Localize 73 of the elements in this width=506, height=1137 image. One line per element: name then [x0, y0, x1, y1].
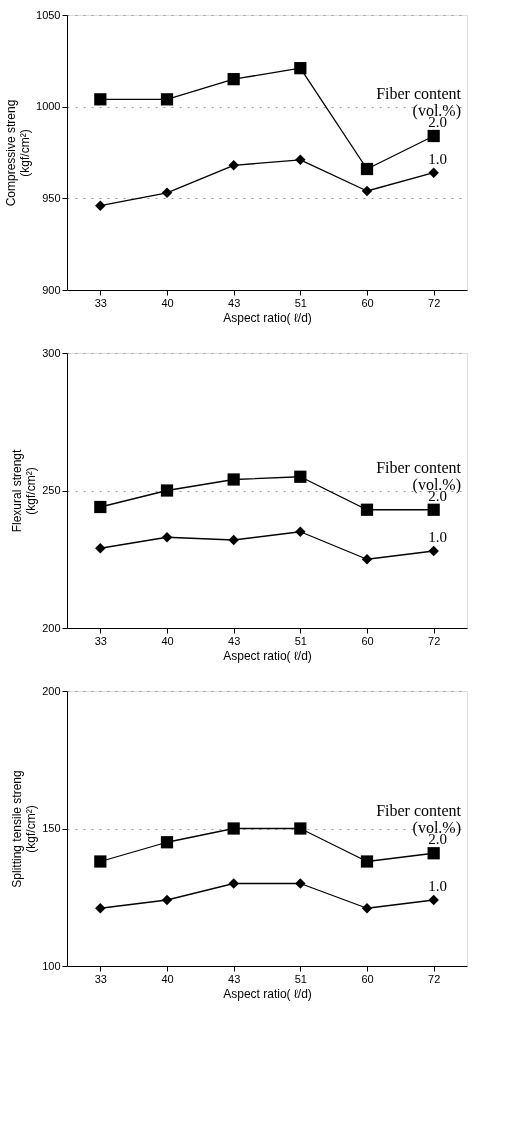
- point: [360, 162, 374, 176]
- point: [361, 185, 373, 197]
- point: [294, 62, 307, 75]
- y-axis-title: Flexural strengt (kgf/cm²): [10, 448, 39, 533]
- x-tick-label: 60: [361, 634, 374, 647]
- x-tick-label: 33: [94, 972, 107, 985]
- y-axis-title: Compressive streng (kgf/cm²): [4, 99, 33, 207]
- point: [361, 903, 373, 914]
- point: [161, 187, 173, 199]
- y-tick-label: 250: [42, 484, 61, 496]
- point: [94, 93, 107, 106]
- y-tick-label: 950: [42, 191, 61, 204]
- point: [428, 167, 439, 178]
- y-tick-label: 300: [42, 346, 61, 359]
- point: [95, 200, 106, 211]
- x-tick-label: 33: [94, 634, 107, 647]
- x-tick-label: 51: [294, 972, 307, 985]
- point: [227, 822, 240, 835]
- point: [95, 543, 106, 554]
- x-tick-label: 51: [294, 296, 307, 309]
- x-tick-label: 60: [361, 296, 374, 309]
- x-tick-label: 72: [428, 296, 441, 309]
- point: [360, 503, 374, 516]
- x-tick-label: 40: [161, 296, 174, 309]
- point: [160, 484, 174, 497]
- point: [94, 855, 107, 868]
- y-tick-label: 900: [42, 283, 61, 296]
- x-tick-label: 60: [361, 972, 374, 985]
- x-tick-label: 43: [228, 972, 241, 985]
- point: [161, 894, 173, 906]
- point: [295, 878, 306, 889]
- point: [360, 855, 374, 868]
- point: [160, 836, 174, 849]
- x-axis-title: Aspect ratio( ℓ/d): [223, 648, 312, 663]
- y-tick-label: 1000: [36, 100, 61, 113]
- point: [427, 129, 440, 143]
- y-tick-label: 200: [42, 621, 61, 634]
- point: [294, 470, 307, 483]
- x-tick-label: 40: [161, 634, 174, 647]
- y-tick-label: 1050: [36, 8, 61, 21]
- y-tick-label: 100: [42, 959, 61, 972]
- point: [228, 534, 239, 546]
- x-axis-title: Aspect ratio( ℓ/d): [223, 310, 312, 325]
- y-tick-label: 200: [42, 684, 61, 697]
- point: [227, 73, 240, 86]
- point: [427, 503, 440, 516]
- point: [428, 894, 439, 906]
- x-tick-label: 51: [294, 634, 307, 647]
- x-tick-label: 72: [428, 634, 441, 647]
- x-tick-label: 33: [94, 296, 107, 309]
- x-tick-label: 43: [228, 634, 241, 647]
- x-tick-label: 43: [228, 296, 241, 309]
- point: [95, 903, 106, 914]
- point: [228, 160, 239, 171]
- point: [428, 545, 439, 557]
- point: [295, 526, 306, 537]
- x-axis-title: Aspect ratio( ℓ/d): [223, 986, 312, 1001]
- y-axis-title: Splitting tensile streng (kgf/cm²): [10, 770, 39, 888]
- point: [227, 473, 240, 486]
- point: [361, 554, 373, 565]
- series-label: 1.0: [428, 150, 448, 167]
- point: [427, 847, 440, 860]
- point: [294, 822, 307, 835]
- point: [94, 500, 107, 514]
- series-label: 1.0: [428, 878, 448, 894]
- point: [160, 93, 174, 106]
- point: [161, 532, 173, 543]
- y-tick-label: 150: [42, 822, 61, 834]
- x-tick-label: 72: [428, 972, 441, 985]
- point: [295, 154, 306, 166]
- series-label: 1.0: [428, 529, 448, 545]
- x-tick-label: 40: [161, 972, 174, 985]
- point: [228, 878, 239, 889]
